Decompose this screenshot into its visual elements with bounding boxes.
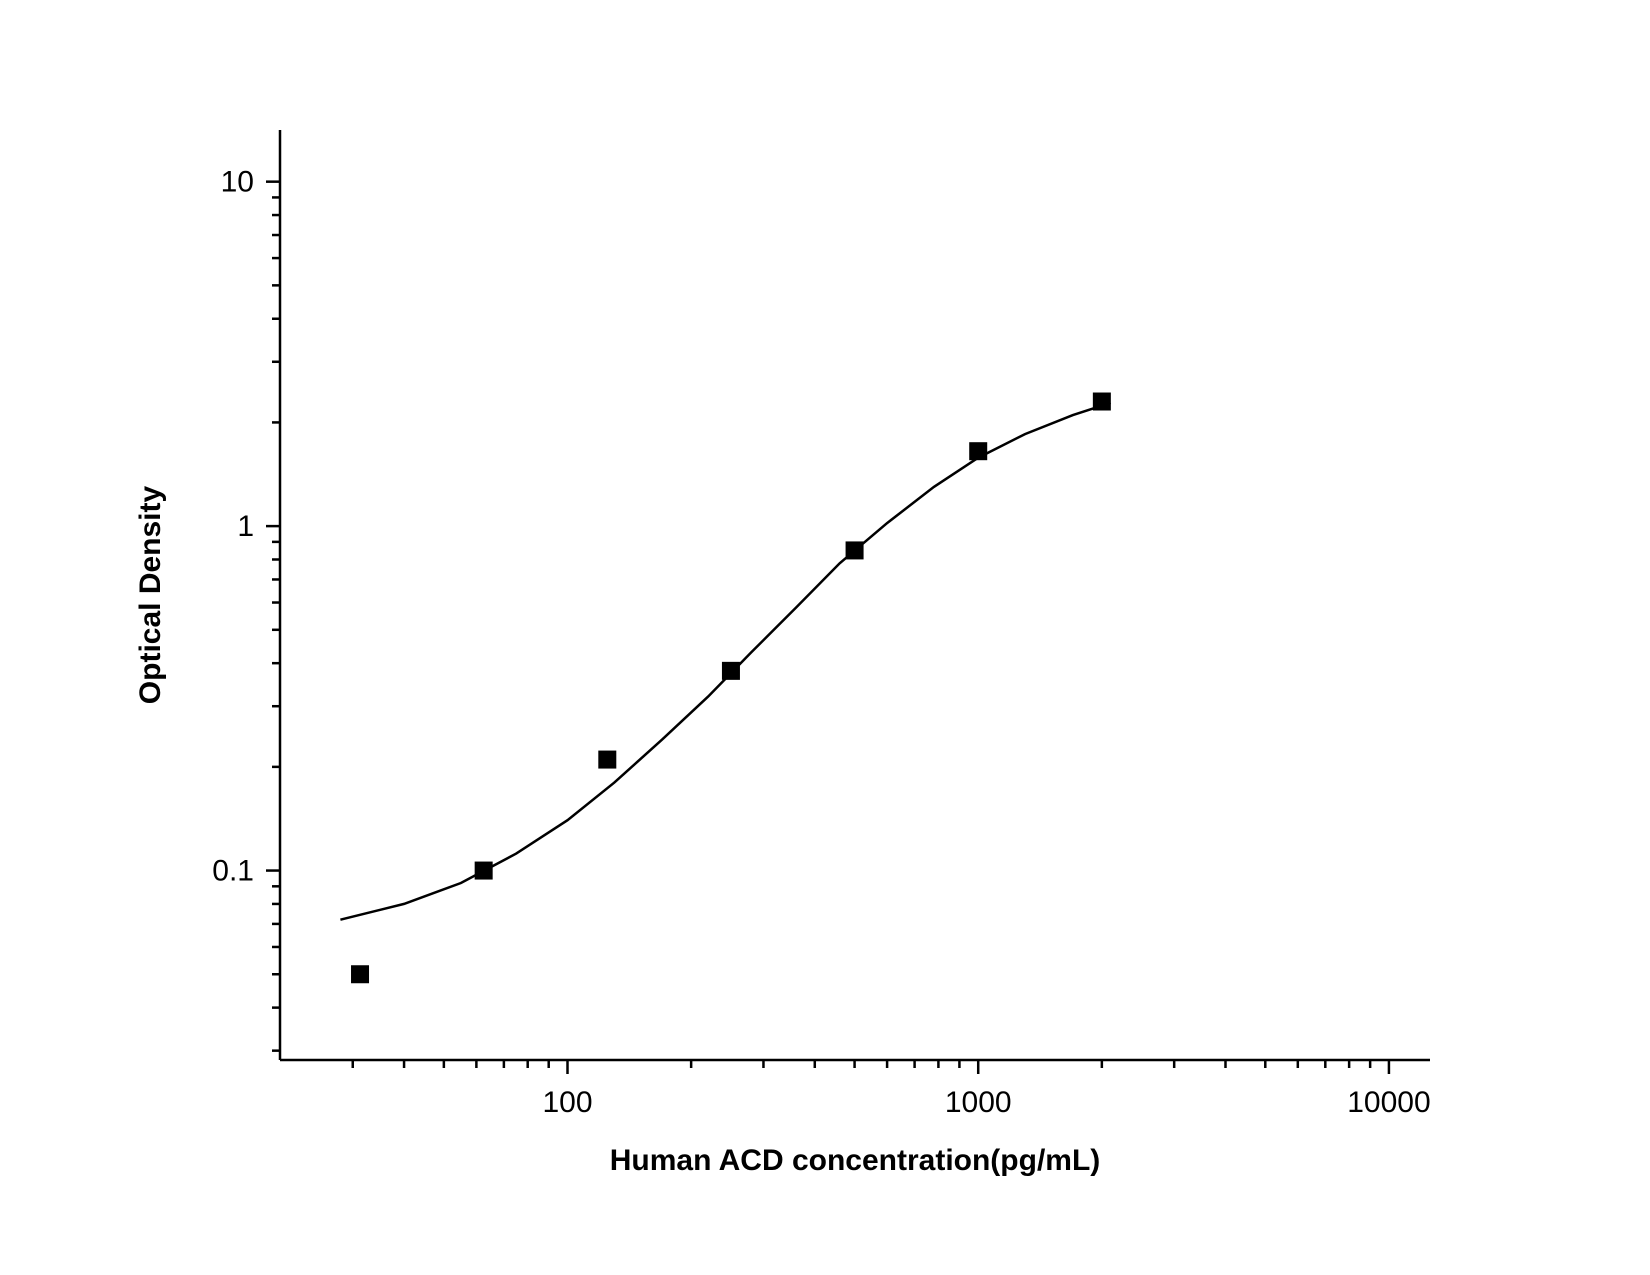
x-tick-label: 100 xyxy=(542,1086,592,1119)
data-marker xyxy=(846,541,864,559)
fit-curve xyxy=(340,403,1110,920)
y-tick-label: 0.1 xyxy=(212,855,254,888)
data-marker xyxy=(351,965,369,983)
x-tick-label: 1000 xyxy=(945,1086,1012,1119)
x-axis-label: Human ACD concentration(pg/mL) xyxy=(610,1144,1101,1177)
data-marker xyxy=(969,442,987,460)
data-marker xyxy=(1093,393,1111,411)
y-tick-label: 1 xyxy=(237,510,254,543)
y-tick-label: 10 xyxy=(221,166,254,199)
data-marker xyxy=(475,862,493,880)
data-marker xyxy=(722,662,740,680)
y-axis-label: Optical Density xyxy=(134,485,167,704)
standard-curve-chart: 100 1000 10000 0.1 1 10 Human ACD concentratio… xyxy=(0,0,1650,1275)
chart-container: 100 1000 10000 0.1 1 10 Human ACD concentratio… xyxy=(0,0,1650,1275)
x-tick-label: 10000 xyxy=(1347,1086,1430,1119)
data-marker xyxy=(598,751,616,769)
